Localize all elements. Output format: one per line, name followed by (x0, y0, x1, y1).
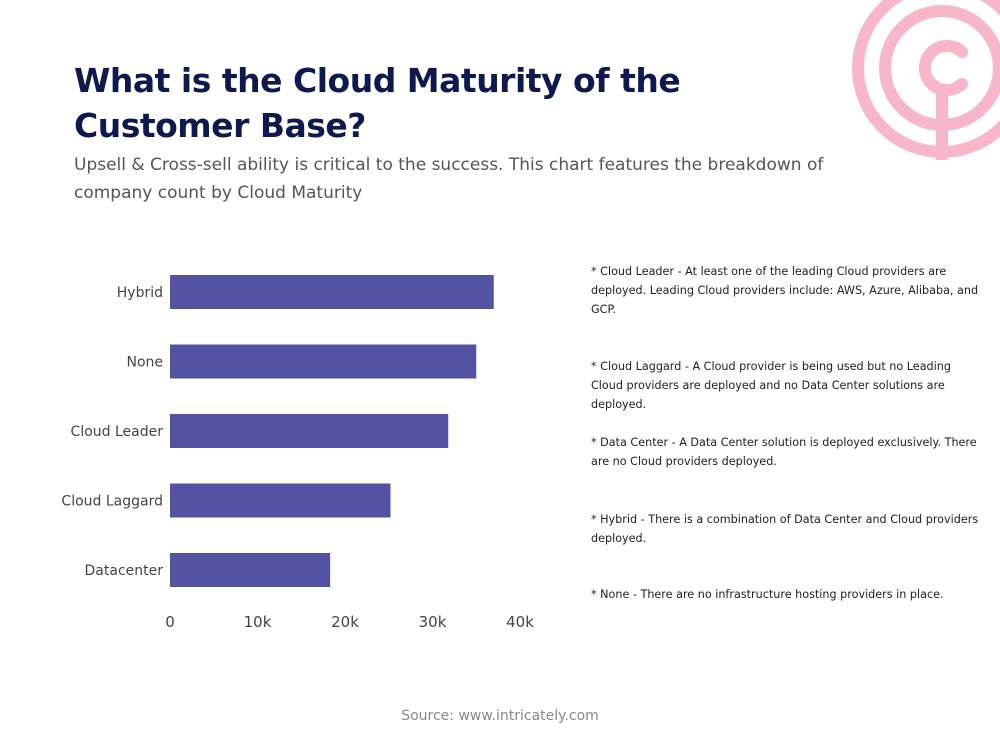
category-label-cloud-leader: Cloud Leader (71, 424, 164, 440)
x-tick-label: 40k (506, 613, 534, 631)
intricately-logo-icon (852, 0, 1000, 160)
page-subtitle: Upsell & Cross-sell ability is critical … (74, 155, 824, 203)
bar-none (170, 344, 477, 379)
bar-datacenter (170, 553, 331, 587)
note-cloud-laggard: * Cloud Laggard - A Cloud provider is be… (591, 360, 951, 411)
category-label-datacenter: Datacenter (85, 563, 164, 579)
note-none: * None - There are no infrastructure hos… (591, 588, 944, 601)
page-title: What is the Cloud Maturity of the Custom… (74, 61, 681, 145)
bar-hybrid (170, 275, 494, 309)
note-cloud-leader: * Cloud Leader - At least one of the lea… (591, 265, 979, 316)
category-label-hybrid: Hybrid (117, 285, 163, 301)
note-hybrid: * Hybrid - There is a combination of Dat… (591, 513, 979, 545)
x-tick-label: 10k (244, 613, 272, 631)
bar-chart: Hybrid None Cloud Leader Cloud Laggard Datac… (61, 275, 534, 631)
category-label-none: None (126, 355, 163, 371)
bar-cloud-laggard (170, 483, 391, 518)
x-tick-label: 30k (419, 613, 447, 631)
bar-cloud-leader (170, 414, 449, 448)
category-label-cloud-laggard: Cloud Laggard (61, 494, 163, 510)
x-tick-label: 0 (165, 613, 175, 631)
note-data-center: * Data Center - A Data Center solution i… (591, 436, 977, 468)
x-tick-label: 20k (331, 613, 359, 631)
source-footer: Source: www.intricately.com (401, 708, 599, 724)
